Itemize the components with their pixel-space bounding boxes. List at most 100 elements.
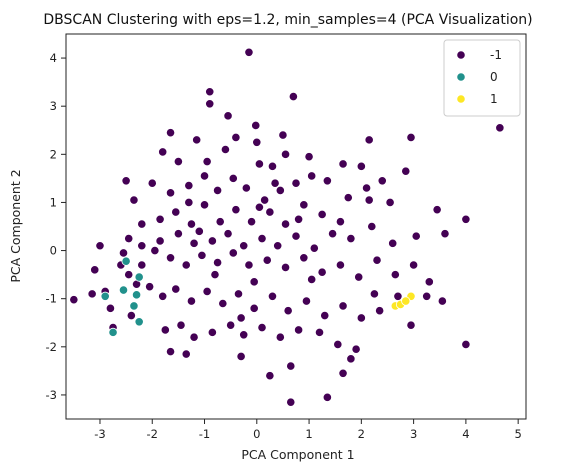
legend-label: 1 [490,92,498,106]
data-point-cluster-neg1 [241,183,251,193]
legend-label: -1 [490,48,502,62]
data-point-cluster-neg1 [69,295,79,305]
data-point-cluster-neg1 [239,330,249,340]
data-point-cluster-neg1 [294,325,304,335]
data-point-cluster-neg1 [207,236,217,246]
data-point-cluster-neg1 [173,156,183,167]
data-point-cluster-neg1 [406,132,416,143]
data-point-cluster-neg1 [155,236,165,246]
data-point-cluster-neg1 [87,289,97,299]
x-tick-label: 4 [462,427,469,441]
data-point-cluster-neg1 [364,135,374,145]
data-point-cluster-neg1 [186,219,197,229]
data-point-cluster-neg1 [343,193,353,203]
data-point-cluster-neg1 [257,233,267,244]
data-point-cluster-neg1 [307,171,317,181]
data-point-cluster-neg1 [299,253,309,263]
data-point-cluster-neg1 [333,339,343,350]
x-tick-label: 3 [410,427,417,441]
data-point-cluster-neg1 [251,120,261,131]
data-point-cluster-neg1 [176,320,186,330]
data-point-cluster-neg1 [257,322,267,333]
data-point-cluster-neg1 [286,397,296,407]
data-point-cluster-neg1 [265,207,275,217]
data-point-cluster-neg1 [291,178,301,188]
data-point-cluster-neg1 [367,221,377,232]
data-point-cluster-neg1 [393,291,403,301]
data-point-cluster-neg1 [184,197,194,208]
data-point-cluster-neg1 [212,257,223,268]
data-point-cluster-neg1 [335,217,346,227]
data-point-cluster-neg1 [320,310,330,321]
x-axis-label: PCA Component 1 [241,447,354,462]
data-point-cluster-neg1 [388,238,398,248]
data-point-cluster-neg1 [124,270,134,280]
x-tick-label: -1 [199,427,210,441]
data-point-cluster-neg1 [231,205,241,215]
data-point-cluster-neg1 [212,185,223,196]
data-point-cluster-neg1 [249,303,259,313]
data-point-cluster-neg1 [286,361,296,371]
y-tick-label: -3 [46,388,57,402]
plot-area [65,33,527,420]
data-point-cluster-neg1 [299,200,309,210]
data-point-cluster-neg1 [369,289,380,299]
data-point-cluster-neg1 [173,229,183,239]
data-point-cluster-0 [121,256,131,266]
data-point-cluster-neg1 [338,301,348,311]
data-point-cluster-neg1 [372,255,382,265]
y-axis-label: PCA Component 2 [8,169,23,282]
data-point-cluster-neg1 [440,229,450,239]
data-point-cluster-neg1 [137,219,147,229]
data-point-cluster-neg1 [406,320,416,330]
data-point-cluster-neg1 [205,87,215,97]
data-point-cluster-neg1 [401,166,411,176]
y-tick-label: 3 [50,99,57,113]
data-point-cluster-neg1 [202,286,212,297]
data-point-cluster-neg1 [239,241,249,251]
data-point-cluster-neg1 [265,371,275,381]
y-tick-label: 1 [50,195,57,209]
data-point-cluster-neg1 [137,260,147,270]
data-point-cluster-neg1 [375,306,385,316]
data-point-cluster-neg1 [194,226,204,236]
y-tick-label: 4 [50,51,57,65]
data-point-cluster-neg1 [356,313,366,323]
x-tick-label: 1 [305,427,312,441]
data-point-cluster-neg1 [210,270,220,280]
data-point-cluster-neg1 [461,339,471,350]
data-point-cluster-neg1 [220,144,231,155]
data-point-cluster-neg1 [278,130,288,140]
legend-label: 0 [490,70,498,84]
data-point-cluster-0 [108,327,118,337]
data-point-cluster-neg1 [322,392,332,402]
data-point-cluster-neg1 [411,231,421,241]
data-point-cluster-0 [118,285,129,295]
data-point-cluster-neg1 [171,207,181,217]
data-point-cluster-neg1 [137,241,147,251]
data-point-cluster-neg1 [317,267,327,277]
data-point-cluster-neg1 [267,291,278,301]
data-point-cluster-neg1 [184,180,194,191]
data-point-cluster-neg1 [385,197,395,208]
data-point-cluster-neg1 [288,91,298,102]
data-point-cluster-neg1 [294,214,304,224]
data-point-cluster-neg1 [228,173,238,183]
data-point-cluster-neg1 [346,354,356,364]
data-point-cluster-neg1 [280,219,291,229]
data-point-cluster-neg1 [223,111,233,121]
y-tick-label: -1 [46,292,57,306]
data-point-cluster-neg1 [307,274,317,285]
data-point-cluster-neg1 [150,245,160,256]
data-point-cluster-neg1 [226,320,236,330]
data-point-cluster-neg1 [254,202,265,212]
data-point-cluster-neg1 [202,156,212,167]
legend-box [443,39,521,117]
data-point-cluster-neg1 [181,349,191,359]
data-point-cluster-neg1 [105,303,116,313]
data-point-cluster-neg1 [165,188,176,198]
data-point-cluster-neg1 [409,260,419,270]
data-point-cluster-neg1 [280,262,291,273]
x-tick-label: -3 [94,427,105,441]
data-point-cluster-neg1 [192,135,202,145]
